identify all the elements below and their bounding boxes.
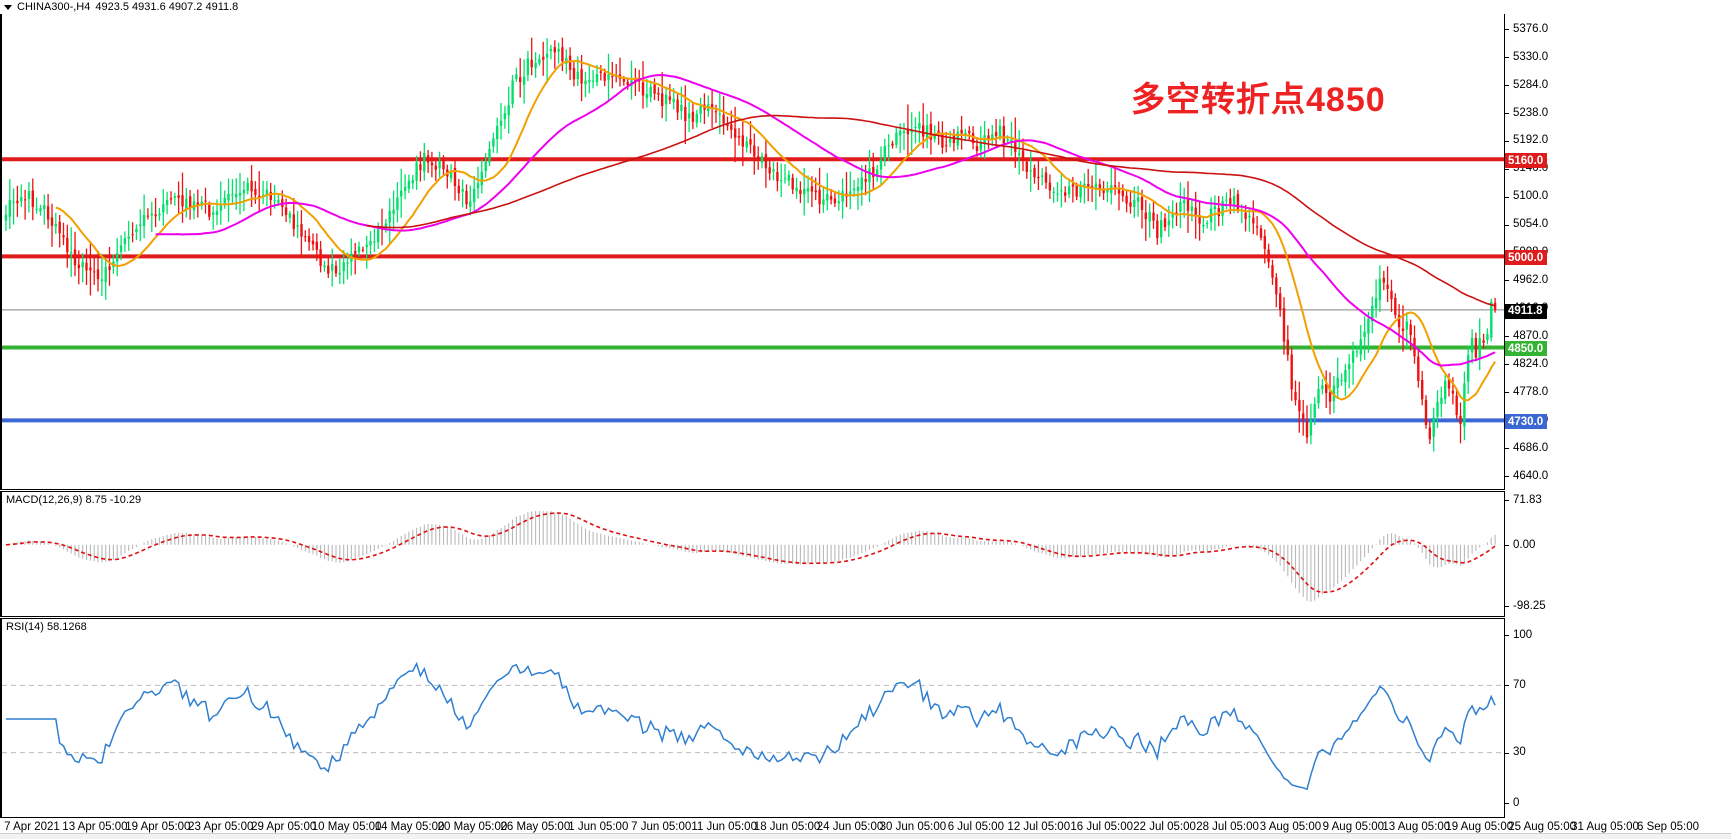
ohlc-values: 4923.5 4931.6 4907.2 4911.8 [95, 1, 239, 13]
time-axis-label: 3 Aug 05:00 [1259, 821, 1322, 833]
price-tick: 4686.0 [1505, 442, 1548, 455]
macd-pane[interactable]: MACD(12,26,9) 8.75 -10.29 [0, 491, 1505, 617]
price-tick: 5284.0 [1505, 79, 1548, 92]
price-tick: 5192.0 [1505, 135, 1548, 148]
time-axis-label: 30 Jun 05:00 [879, 821, 947, 833]
price-tick: 5100.0 [1505, 191, 1548, 204]
rsi-tick: 70 [1505, 679, 1526, 692]
time-axis-label: 11 Jun 05:00 [691, 821, 757, 833]
time-axis-label: 7 Apr 2021 [4, 821, 60, 833]
time-axis-label: 22 Jul 05:00 [1133, 821, 1196, 833]
axis-bottom-strip [0, 833, 1731, 839]
price-scale[interactable]: 5376.0 5330.0 5284.0 5238.0 5192.0 5146.0 5100… [1505, 14, 1731, 490]
macd-tick: -98.25 [1505, 600, 1546, 613]
time-axis-label: 18 Jun 05:00 [753, 821, 821, 833]
time-axis-label: 19 Aug 05:00 [1445, 821, 1514, 833]
price-tick: 4640.0 [1505, 470, 1548, 483]
price-chart-canvas [2, 37, 1504, 452]
time-axis-label: 9 Aug 05:00 [1322, 821, 1385, 833]
time-axis-label: 13 Aug 05:00 [1382, 821, 1451, 833]
rsi-label: RSI(14) 58.1268 [6, 621, 87, 633]
time-axis-label: 6 Sep 05:00 [1636, 821, 1700, 833]
rsi-tick: 0 [1505, 797, 1519, 810]
resistance-5000-tag[interactable]: 5000.0 [1505, 250, 1548, 266]
time-axis-label: 28 Jul 05:00 [1196, 821, 1259, 833]
price-tick: 4870.0 [1505, 330, 1548, 343]
time-axis-label: 10 May 05:00 [311, 821, 382, 833]
time-axis-label: 16 Jul 05:00 [1070, 821, 1134, 833]
price-pane[interactable] [0, 14, 1505, 490]
rsi-tick: 100 [1505, 629, 1532, 642]
time-axis-label: 24 Jun 05:00 [816, 821, 884, 833]
time-axis-label: 26 May 05:00 [500, 821, 571, 833]
time-axis-label: 14 May 05:00 [374, 821, 445, 833]
pivot-4850-tag[interactable]: 4850.0 [1505, 341, 1548, 357]
price-tick: 5146.0 [1505, 163, 1548, 176]
last-price-4911_8-tag[interactable]: 4911.8 [1505, 303, 1547, 319]
time-axis-label: 25 Aug 05:00 [1508, 821, 1577, 833]
rsi-chart-canvas [2, 661, 1504, 791]
resistance-5160-tag[interactable]: 5160.0 [1505, 153, 1548, 169]
rsi-tick: 30 [1505, 747, 1526, 760]
time-axis-label: 29 Apr 05:00 [251, 821, 317, 833]
price-tick: 5330.0 [1505, 51, 1548, 64]
macd-tick: 0.00 [1505, 539, 1535, 552]
time-axis-label: 19 Apr 05:00 [125, 821, 191, 833]
price-tick: 5238.0 [1505, 107, 1548, 120]
rsi-scale[interactable]: 100 70 30 0 [1505, 618, 1731, 818]
time-axis-label: 12 Jul 05:00 [1007, 821, 1071, 833]
macd-label: MACD(12,26,9) 8.75 -10.29 [6, 494, 142, 506]
time-axis-label: 23 Apr 05:00 [188, 821, 254, 833]
macd-scale[interactable]: 71.83 0.00 -98.25 [1505, 491, 1731, 617]
rsi-pane[interactable]: RSI(14) 58.1268 [0, 618, 1505, 818]
chart-annotation-text: 多空转折点4850 [1131, 81, 1386, 119]
price-tick: 5054.0 [1505, 219, 1548, 232]
triangle-down-icon[interactable] [4, 4, 12, 10]
time-axis-label: 7 Jun 05:00 [631, 821, 692, 833]
price-tick: 4824.0 [1505, 358, 1548, 371]
time-axis-label: 1 Jun 05:00 [568, 821, 629, 833]
time-axis-label: 13 Apr 05:00 [62, 821, 128, 833]
macd-tick: 71.83 [1505, 494, 1542, 507]
macd-chart-canvas [5, 510, 1496, 602]
time-axis-label: 20 May 05:00 [437, 821, 508, 833]
symbol-name: CHINA300-,H4 [17, 1, 91, 13]
symbol-header: CHINA300-,H4 4923.5 4931.6 4907.2 4911.8 [0, 0, 238, 14]
price-tick: 4962.0 [1505, 274, 1548, 287]
time-axis-label: 31 Aug 05:00 [1571, 821, 1639, 833]
time-axis-label: 6 Jul 05:00 [947, 821, 1004, 833]
price-tick: 4778.0 [1505, 386, 1548, 399]
price-tick: 5376.0 [1505, 23, 1548, 36]
support-4730-tag[interactable]: 4730.0 [1505, 414, 1548, 430]
